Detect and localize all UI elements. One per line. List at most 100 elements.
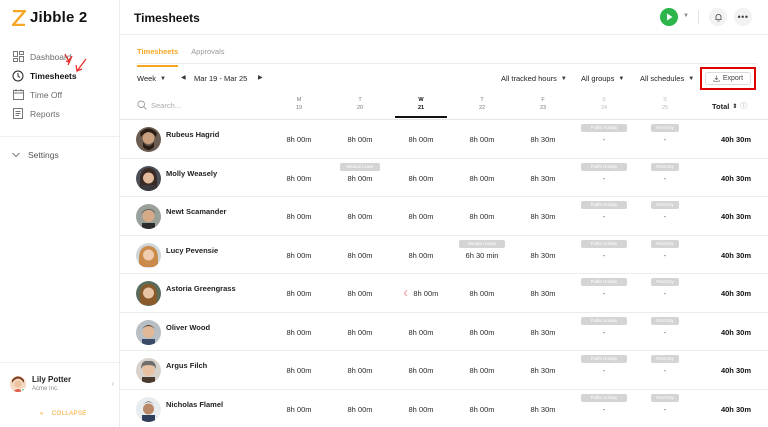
employee-name[interactable]: Nicholas Flamel — [166, 399, 224, 409]
total-column-header[interactable]: Total ⇕ ⓘ — [712, 101, 747, 111]
time-cell[interactable]: 8h 00m — [286, 135, 312, 144]
time-cell[interactable]: - — [602, 212, 606, 221]
table-row[interactable]: Astoria Greengrass Public Holiday Rest Day… — [120, 274, 768, 313]
employee-name[interactable]: Rubeus Hagrid — [166, 130, 220, 139]
time-cell[interactable]: 8h 00m — [408, 212, 434, 221]
date-range[interactable]: Mar 19 - Mar 25 — [194, 74, 247, 83]
time-cell[interactable]: - — [602, 289, 606, 298]
clock-in-dropdown-caret[interactable]: ▼ — [683, 13, 689, 19]
next-week-button[interactable]: ▶ — [258, 74, 263, 81]
time-cell[interactable]: 8h 00m — [347, 173, 373, 183]
table-row[interactable]: Oliver Wood Public Holiday Rest Day 8h 00m 8… — [120, 313, 768, 351]
time-cell[interactable]: - — [663, 135, 667, 144]
table-row[interactable]: Molly Weasely Public Holiday Rest Day Medic… — [120, 159, 768, 197]
time-cell[interactable]: 8h 00m — [469, 289, 495, 298]
time-cell[interactable]: - — [663, 327, 667, 337]
time-cell[interactable]: 8h 00m — [286, 173, 312, 183]
status-badge: Rest Day — [651, 278, 679, 286]
time-cell[interactable]: - — [663, 289, 667, 298]
time-cell[interactable]: 8h 00m — [347, 212, 373, 221]
time-cell[interactable]: 8h 30m — [530, 212, 556, 221]
time-cell[interactable]: - — [663, 404, 667, 414]
time-cell[interactable]: 8h 30m — [530, 173, 556, 183]
table-row[interactable]: Newt Scamander Public Holiday Rest Day 8h 0… — [120, 197, 768, 236]
logo[interactable]: Jibble 2 — [11, 9, 87, 26]
time-cell[interactable]: - — [602, 366, 606, 375]
time-cell[interactable]: - — [602, 135, 606, 144]
employee-name[interactable]: Newt Scamander — [166, 207, 227, 216]
time-cell[interactable]: - — [602, 404, 606, 414]
sidebar-item-dashboard[interactable]: Dashboard — [12, 47, 112, 66]
time-cell[interactable]: 8h 00m — [408, 135, 434, 144]
time-cell[interactable]: 8h 00m — [347, 289, 373, 298]
tab-timesheets[interactable]: Timesheets — [137, 47, 179, 67]
time-cell[interactable]: 6h 30 min — [465, 250, 499, 260]
time-cell[interactable]: 8h 00m — [286, 250, 312, 260]
notifications-button[interactable] — [709, 8, 727, 26]
sidebar-item-reports[interactable]: Reports — [12, 104, 112, 123]
time-cell[interactable]: 8h 30m — [530, 366, 556, 375]
groups-filter[interactable]: All groups ▼ — [581, 74, 624, 83]
sidebar-item-timesheets[interactable]: Timesheets — [12, 66, 112, 85]
time-cell[interactable]: - — [602, 250, 606, 260]
time-cell[interactable]: - — [602, 173, 606, 183]
employee-name[interactable]: Argus Filch — [166, 361, 208, 370]
collapse-button[interactable]: « COLLAPSE — [40, 411, 87, 417]
sidebar-item-time-off[interactable]: Time Off — [12, 85, 112, 104]
table-row[interactable]: Argus Filch Public Holiday Rest Day 8h 00m 8… — [120, 351, 768, 390]
time-cell[interactable]: 8h 00m — [347, 327, 373, 337]
time-cell[interactable]: 8h 00m — [469, 366, 495, 375]
export-button[interactable]: Export — [705, 72, 751, 85]
time-cell[interactable]: 8h 00m — [347, 404, 373, 414]
time-cell[interactable]: 8h 00m — [286, 404, 312, 414]
time-cell[interactable]: - — [663, 173, 667, 183]
user-profile[interactable]: Lily Potter Acme Inc. › — [10, 375, 114, 392]
time-cell[interactable]: 8h 00m — [408, 404, 434, 414]
time-cell[interactable]: 8h 30m — [530, 327, 556, 337]
time-cell[interactable]: 8h 00m — [469, 212, 495, 221]
time-cell[interactable]: 8h 00m — [347, 250, 373, 260]
time-cell[interactable]: 8h 00m — [347, 135, 373, 144]
time-cell[interactable]: 8h 30m — [530, 250, 556, 260]
tab-approvals[interactable]: Approvals — [191, 47, 225, 56]
time-cell[interactable]: 8h 00m — [469, 327, 495, 337]
time-cell[interactable]: 8h 00m — [286, 366, 312, 375]
time-cell[interactable]: - — [663, 250, 667, 260]
time-cell[interactable]: 8h 30m — [530, 404, 556, 414]
time-cell[interactable]: 8h 30m — [530, 135, 556, 144]
time-cell[interactable]: 8h 00m — [408, 366, 434, 375]
time-cell[interactable]: - — [663, 366, 667, 375]
more-options-button[interactable]: ••• — [734, 8, 752, 26]
search-input[interactable]: Search... — [151, 100, 182, 110]
time-cell[interactable]: 8h 00m — [469, 135, 495, 144]
sidebar-item-settings[interactable]: Settings — [12, 150, 59, 160]
time-cell[interactable]: 8h 00m — [469, 173, 495, 183]
prev-week-button[interactable]: ◀ — [181, 74, 186, 81]
employee-name[interactable]: Molly Weasely — [166, 168, 218, 178]
tracked-hours-filter[interactable]: All tracked hours ▼ — [501, 74, 567, 83]
clock-in-button[interactable] — [660, 8, 678, 26]
time-cell[interactable]: 8h 00m — [286, 212, 312, 221]
time-cell[interactable]: ☾ 8h 00m — [395, 289, 447, 298]
row-total: 40h 30m — [720, 135, 751, 144]
time-cell[interactable]: 8h 00m — [347, 366, 373, 375]
time-cell[interactable]: 8h 00m — [469, 404, 495, 414]
time-cell[interactable]: 8h 00m — [408, 250, 434, 260]
employee-name[interactable]: Oliver Wood — [166, 322, 211, 332]
search-box[interactable]: Search... — [137, 100, 181, 110]
time-cell[interactable]: 8h 00m — [286, 327, 312, 337]
period-select[interactable]: Week ▼ — [137, 74, 166, 83]
time-cell[interactable]: 8h 00m — [286, 289, 312, 298]
time-cell[interactable]: 8h 00m — [408, 173, 434, 183]
time-cell[interactable]: 8h 30m — [530, 289, 556, 298]
time-cell[interactable]: - — [602, 327, 606, 337]
table-row[interactable]: Lucy Pevensie Public Holiday Rest Day Vacat… — [120, 236, 768, 274]
time-cell[interactable]: 8h 00m — [408, 327, 434, 337]
employee-name[interactable]: Lucy Pevensie — [166, 245, 219, 255]
info-icon[interactable]: ⓘ — [740, 103, 748, 110]
table-row[interactable]: Rubeus Hagrid Public Holiday Rest Day 8h 00… — [120, 120, 768, 159]
table-row[interactable]: Nicholas Flamel Public Holiday Rest Day 8h … — [120, 390, 768, 427]
schedules-filter[interactable]: All schedules ▼ — [640, 74, 694, 83]
time-cell[interactable]: - — [663, 212, 667, 221]
employee-name[interactable]: Astoria Greengrass — [166, 284, 236, 293]
